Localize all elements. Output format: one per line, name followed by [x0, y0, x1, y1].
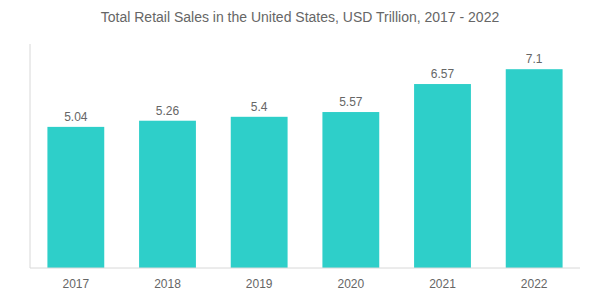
bar	[139, 121, 196, 268]
data-label: 5.04	[64, 110, 88, 124]
data-label: 5.57	[339, 95, 363, 109]
chart-container: Total Retail Sales in the United States,…	[0, 0, 600, 302]
bar	[47, 127, 104, 268]
data-label: 5.26	[156, 104, 180, 118]
bar	[231, 117, 288, 268]
bars	[47, 69, 562, 268]
x-tick-label: 2018	[154, 277, 181, 291]
bar	[322, 112, 379, 268]
chart-title: Total Retail Sales in the United States,…	[101, 9, 500, 25]
data-label: 5.4	[251, 100, 268, 114]
y-axis-line	[30, 44, 31, 268]
x-tick-label: 2019	[246, 277, 273, 291]
chart-svg: Total Retail Sales in the United States,…	[0, 0, 600, 302]
x-axis-line	[30, 268, 580, 269]
data-label: 7.1	[526, 52, 543, 66]
data-label: 6.57	[431, 67, 455, 81]
bar	[506, 69, 563, 268]
x-tick-label: 2022	[521, 277, 548, 291]
x-tick-label: 2021	[429, 277, 456, 291]
bar	[414, 84, 471, 268]
x-tick-label: 2020	[337, 277, 364, 291]
x-tick-label: 2017	[62, 277, 89, 291]
